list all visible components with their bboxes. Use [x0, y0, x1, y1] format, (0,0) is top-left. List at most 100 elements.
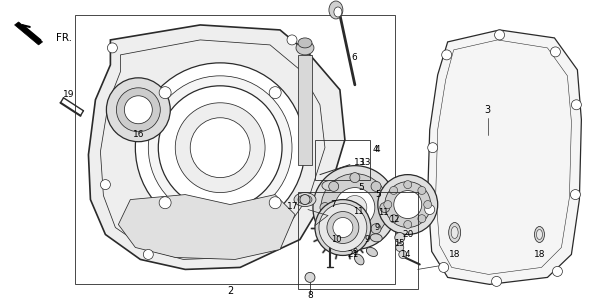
Circle shape [107, 43, 117, 53]
Text: 16: 16 [133, 130, 144, 139]
Circle shape [384, 200, 392, 209]
Text: 5: 5 [375, 190, 381, 199]
Text: 18: 18 [449, 250, 460, 259]
Ellipse shape [536, 229, 542, 240]
Ellipse shape [322, 181, 338, 191]
Ellipse shape [355, 254, 364, 265]
Circle shape [329, 224, 339, 234]
Ellipse shape [294, 193, 316, 206]
Text: 6: 6 [351, 53, 357, 62]
Polygon shape [88, 25, 345, 269]
Circle shape [571, 100, 581, 110]
Circle shape [550, 47, 560, 57]
Circle shape [159, 197, 171, 209]
Circle shape [159, 87, 171, 99]
Circle shape [175, 103, 265, 193]
Text: 18: 18 [534, 250, 545, 259]
Circle shape [404, 221, 412, 228]
Circle shape [330, 234, 340, 244]
Text: 21: 21 [347, 250, 359, 259]
Text: FR.: FR. [55, 33, 71, 43]
Circle shape [395, 232, 405, 243]
Text: 14: 14 [401, 250, 411, 259]
Circle shape [320, 203, 330, 213]
Text: 9: 9 [374, 223, 379, 232]
Text: 4: 4 [375, 145, 381, 154]
Text: 13: 13 [360, 158, 371, 167]
Circle shape [327, 212, 359, 244]
Circle shape [571, 190, 581, 200]
Text: 8: 8 [307, 291, 313, 300]
Circle shape [396, 244, 404, 251]
Circle shape [494, 30, 504, 40]
Text: 11: 11 [353, 207, 363, 216]
Circle shape [321, 174, 389, 241]
Ellipse shape [329, 1, 343, 19]
Text: 19: 19 [63, 90, 74, 99]
Circle shape [343, 196, 367, 219]
Circle shape [287, 35, 297, 45]
Text: 20: 20 [402, 230, 414, 239]
Polygon shape [15, 22, 42, 45]
Circle shape [394, 191, 422, 219]
Circle shape [269, 87, 281, 99]
Circle shape [100, 180, 110, 190]
Circle shape [333, 218, 353, 237]
Polygon shape [298, 55, 312, 165]
Circle shape [315, 200, 371, 256]
Text: 9: 9 [352, 248, 358, 257]
Circle shape [380, 203, 390, 213]
Circle shape [425, 205, 435, 215]
Text: 5: 5 [358, 183, 363, 192]
Circle shape [106, 78, 171, 142]
Circle shape [335, 188, 375, 228]
Text: 3: 3 [484, 105, 491, 115]
Circle shape [143, 250, 153, 259]
Circle shape [418, 186, 426, 194]
Text: 17: 17 [287, 202, 298, 211]
Circle shape [371, 224, 381, 234]
Circle shape [399, 250, 407, 259]
Text: 12: 12 [389, 215, 400, 224]
Polygon shape [119, 194, 295, 259]
Circle shape [190, 118, 250, 178]
Ellipse shape [535, 227, 545, 243]
Circle shape [319, 203, 367, 251]
Circle shape [552, 266, 562, 276]
Ellipse shape [371, 234, 382, 242]
Circle shape [378, 175, 438, 234]
Circle shape [116, 88, 160, 132]
Text: 2: 2 [227, 286, 233, 296]
Circle shape [439, 262, 448, 272]
Circle shape [269, 197, 281, 209]
Circle shape [350, 232, 360, 243]
Ellipse shape [298, 38, 312, 48]
Ellipse shape [334, 7, 342, 17]
Circle shape [300, 194, 310, 205]
Circle shape [329, 182, 339, 191]
Circle shape [428, 143, 438, 153]
Text: 9: 9 [364, 235, 369, 244]
Circle shape [389, 186, 398, 194]
Ellipse shape [448, 222, 461, 243]
Circle shape [389, 215, 398, 223]
Circle shape [313, 166, 397, 250]
Circle shape [124, 96, 152, 124]
Text: 4: 4 [373, 145, 379, 154]
Text: 15: 15 [395, 239, 405, 248]
Circle shape [158, 86, 282, 209]
Ellipse shape [298, 195, 312, 204]
Circle shape [418, 215, 426, 223]
Text: 7: 7 [330, 200, 336, 209]
Polygon shape [428, 30, 581, 284]
Circle shape [350, 173, 360, 183]
Circle shape [404, 181, 412, 189]
Circle shape [491, 276, 502, 286]
Ellipse shape [296, 41, 314, 55]
Circle shape [305, 272, 315, 282]
Ellipse shape [451, 227, 458, 238]
Circle shape [424, 200, 432, 209]
Circle shape [148, 76, 292, 219]
Circle shape [442, 50, 452, 60]
Circle shape [371, 182, 381, 191]
